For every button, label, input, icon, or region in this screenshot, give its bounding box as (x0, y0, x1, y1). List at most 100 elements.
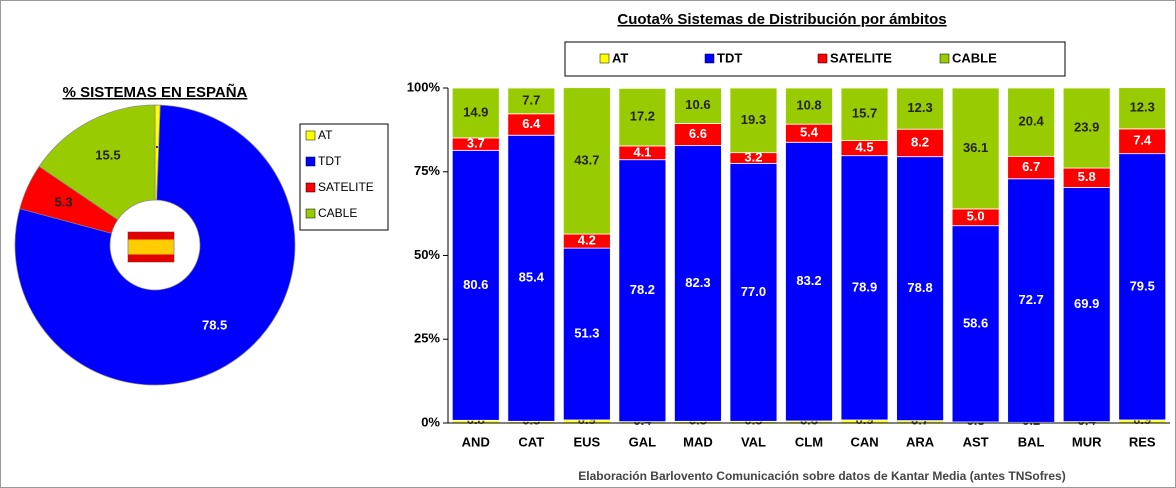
legend-swatch (599, 53, 610, 64)
data-label: 7.7 (522, 92, 540, 107)
legend-label: AT (612, 50, 628, 65)
data-label: 15.7 (852, 106, 877, 121)
bar-segment (840, 87, 889, 141)
bar-segment (1062, 187, 1111, 423)
y-tick-label: 75% (414, 163, 440, 178)
data-label: 6.6 (689, 126, 707, 141)
bar-segment (674, 87, 722, 124)
data-label: 5.8 (1078, 169, 1096, 184)
data-label: 4.5 (855, 140, 873, 155)
bar-segment (951, 87, 1000, 210)
y-tick-label: 100% (407, 79, 441, 94)
bar-segment (618, 87, 667, 147)
legend-label: TDT (318, 154, 342, 168)
x-tick-label: RES (1129, 434, 1156, 449)
y-tick-label: 0% (421, 414, 440, 429)
data-label: 14.9 (463, 104, 488, 119)
data-label: 7.4 (1133, 133, 1152, 148)
data-label: 83.2 (796, 273, 821, 288)
data-label: 4.2 (578, 233, 596, 248)
pie-label: 78.5 (202, 317, 227, 332)
x-tick-label: AND (462, 434, 490, 449)
data-label: 17.2 (630, 109, 655, 124)
legend-label: TDT (717, 50, 742, 65)
bar-segment (507, 87, 556, 115)
legend-swatch (939, 53, 950, 64)
flag-stripe (128, 254, 174, 262)
note: Elaboración Barlovento Comunicación sobr… (578, 469, 1065, 483)
bar-segment (562, 87, 611, 235)
legend-swatch (817, 53, 828, 64)
legend-label: CABLE (952, 50, 997, 65)
bar-segment (1007, 87, 1056, 157)
data-label: 78.8 (907, 280, 932, 295)
bar-segment (729, 87, 778, 154)
data-label: 23.9 (1074, 119, 1099, 134)
legend-box (564, 41, 1066, 77)
data-label: 69.9 (1074, 296, 1099, 311)
data-label: 10.6 (685, 97, 710, 112)
x-tick-label: CAT (518, 434, 544, 449)
bar-segment (674, 145, 722, 422)
legend-label: CABLE (318, 206, 357, 220)
bar-segment (951, 225, 1000, 423)
data-label: 12.3 (907, 100, 932, 115)
data-label: 12.3 (1130, 100, 1155, 115)
data-label: 36.1 (963, 140, 988, 155)
legend-label: SATELITE (318, 180, 374, 194)
bar-segment (1118, 128, 1167, 155)
bar-segment (451, 87, 500, 139)
x-tick-label: MAD (683, 434, 713, 449)
x-tick-label: VAL (741, 434, 766, 449)
data-label: 82.3 (685, 275, 710, 290)
data-label: 5.0 (967, 209, 985, 224)
data-label: 3.7 (467, 136, 485, 151)
x-tick-label: EUS (573, 434, 600, 449)
bar-segment (562, 247, 611, 421)
data-label: 79.5 (1130, 278, 1155, 293)
bar-segment (896, 156, 944, 422)
data-label: 8.2 (911, 134, 929, 149)
y-tick-label: 50% (414, 247, 440, 262)
legend-swatch (305, 156, 316, 167)
data-label: 10.8 (796, 98, 821, 113)
legend-swatch (704, 53, 715, 64)
bar-segment (507, 134, 556, 422)
data-label: 80.6 (463, 277, 488, 292)
x-tick-label: GAL (629, 434, 657, 449)
x-tick-label: AST (963, 434, 989, 449)
bar-segment (1062, 87, 1111, 169)
data-label: 72.7 (1018, 292, 1043, 307)
data-label: 78.9 (852, 279, 877, 294)
pie-label: 5.3 (55, 195, 73, 210)
data-label: 6.4 (522, 116, 541, 131)
bar-segment (785, 141, 833, 422)
pie-slice (38, 104, 156, 221)
bar-segment (451, 149, 500, 421)
bar-segment (1118, 153, 1167, 421)
legend-swatch (305, 182, 316, 193)
legend-label: AT (318, 128, 333, 142)
bar-segment (618, 159, 667, 423)
legend-label: SATELITE (830, 50, 892, 65)
data-label: 3.2 (744, 149, 762, 164)
pie-slice (14, 104, 296, 386)
bar-title: Cuota% Sistemas de Distribución por ámbi… (617, 11, 946, 28)
pie-title: % SISTEMAS EN ESPAÑA (63, 83, 248, 101)
bar-segment (785, 87, 833, 125)
data-label: 77.0 (741, 284, 766, 299)
data-label: 58.6 (963, 315, 988, 330)
legend-swatch (305, 208, 316, 219)
data-label: 6.7 (1022, 159, 1040, 174)
x-tick-label: MUR (1072, 434, 1102, 449)
x-tick-label: CAN (850, 434, 878, 449)
legend-swatch (305, 130, 316, 141)
bar-segment (1007, 178, 1056, 423)
bar-segment (1118, 87, 1167, 130)
y-tick-label: 25% (414, 331, 440, 346)
pie-label: 15.5 (95, 148, 120, 163)
x-tick-label: BAL (1018, 434, 1045, 449)
x-tick-label: CLM (795, 434, 823, 449)
data-label: 4.1 (633, 144, 651, 159)
